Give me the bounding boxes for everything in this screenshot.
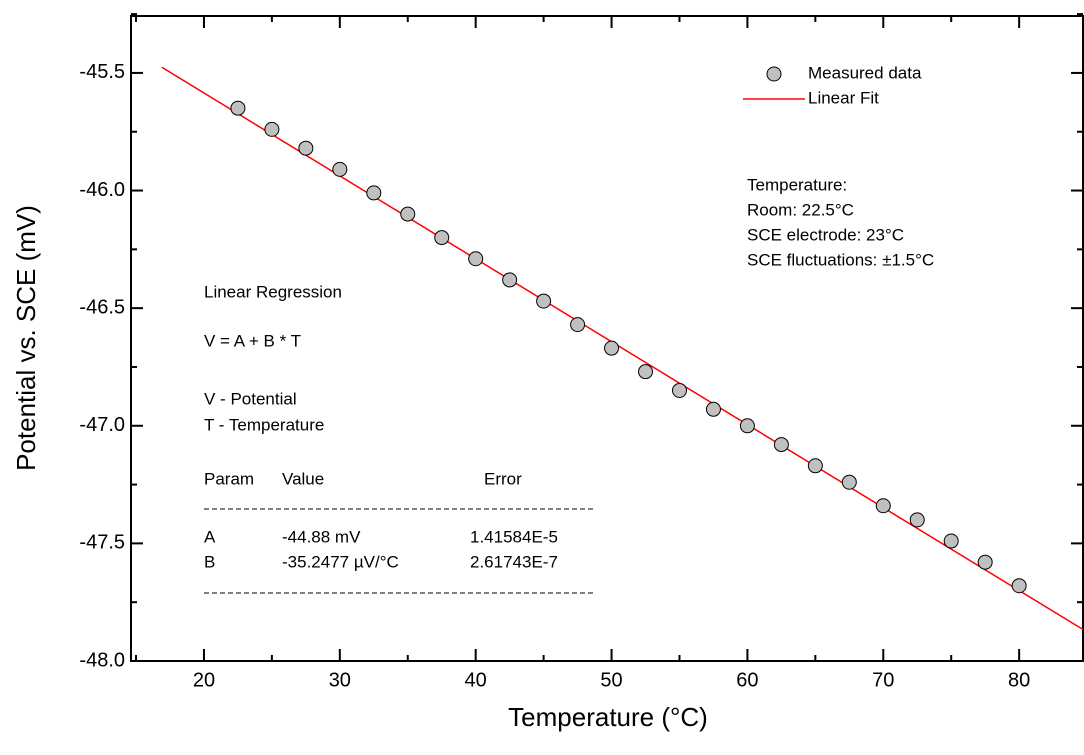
regression-equation: V = A + B * T	[204, 331, 301, 350]
data-point	[841, 474, 857, 490]
x-tick-label: 40	[465, 669, 487, 691]
data-point	[977, 554, 993, 570]
y-axis-label: Potential vs. SCE (mV)	[11, 205, 41, 471]
table-cell: -44.88 mV	[282, 527, 361, 546]
x-tick-label: 20	[193, 669, 215, 691]
data-point	[909, 512, 925, 528]
data-point	[570, 317, 586, 333]
data-point	[807, 458, 823, 474]
y-tick-label: -47.5	[79, 532, 125, 554]
x-tick-label: 50	[600, 669, 622, 691]
condition-note: Room: 22.5°C	[747, 200, 854, 219]
y-tick-label: -46.0	[79, 179, 125, 201]
regression-title: Linear Regression	[204, 282, 342, 301]
data-point	[638, 364, 654, 380]
data-point	[468, 251, 484, 267]
x-axis-label: Temperature (°C)	[508, 702, 708, 732]
definition: T - Temperature	[204, 415, 324, 434]
data-point	[332, 161, 348, 177]
data-point	[604, 340, 620, 356]
table-cell: A	[204, 527, 216, 546]
data-point	[264, 121, 280, 137]
y-tick-label: -47.0	[79, 414, 125, 436]
definition: V - Potential	[204, 389, 297, 408]
data-point	[502, 272, 518, 288]
data-point	[875, 498, 891, 514]
table-header: Param	[204, 469, 254, 488]
data-point	[298, 140, 314, 156]
condition-note: SCE electrode: 23°C	[747, 225, 904, 244]
data-point	[739, 418, 755, 434]
data-point	[434, 230, 450, 246]
data-point	[366, 185, 382, 201]
legend-label: Linear Fit	[808, 88, 879, 107]
data-point	[1011, 578, 1027, 594]
table-cell: -35.2477 µV/°C	[282, 552, 399, 571]
table-header: Value	[282, 469, 324, 488]
x-tick-label: 30	[329, 669, 351, 691]
fit-line	[161, 66, 1084, 631]
table-cell: B	[204, 552, 215, 571]
data-point	[671, 382, 687, 398]
y-tick-label: -48.0	[79, 649, 125, 671]
legend-label: Measured data	[808, 63, 922, 82]
y-tick-label: -45.5	[79, 61, 125, 83]
table-cell: 2.61743E-7	[470, 552, 558, 571]
x-tick-label: 60	[736, 669, 758, 691]
condition-note: SCE fluctuations: ±1.5°C	[747, 250, 934, 269]
data-point	[230, 100, 246, 116]
data-point	[773, 437, 789, 453]
data-point	[400, 206, 416, 222]
plot-frame	[130, 15, 1084, 662]
legend-marker	[766, 66, 782, 82]
data-point	[705, 401, 721, 417]
y-tick-label: -46.5	[79, 296, 125, 318]
data-point	[943, 533, 959, 549]
x-tick-label: 70	[872, 669, 894, 691]
table-cell: 1.41584E-5	[470, 527, 558, 546]
x-tick-label: 80	[1008, 669, 1030, 691]
data-point	[536, 293, 552, 309]
condition-note: Temperature:	[747, 175, 847, 194]
table-header: Error	[484, 469, 522, 488]
